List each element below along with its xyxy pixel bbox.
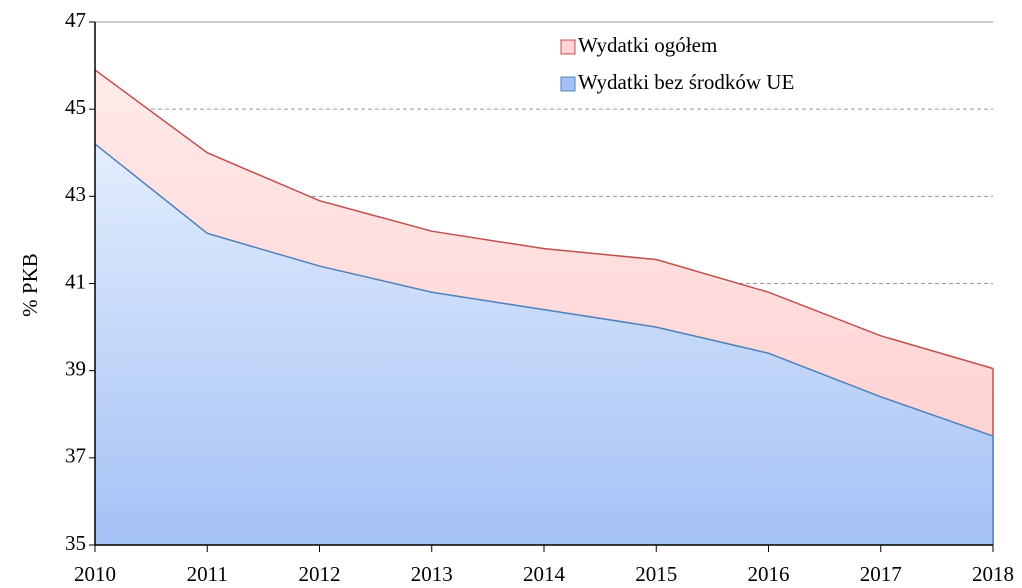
legend-label: Wydatki bez środków UE xyxy=(578,70,794,94)
y-tick-label: 43 xyxy=(65,182,86,206)
y-tick-label: 35 xyxy=(65,531,86,555)
x-tick-label: 2017 xyxy=(860,562,902,586)
y-tick-label: 39 xyxy=(65,356,86,380)
y-tick-label: 45 xyxy=(65,95,86,119)
legend-swatch xyxy=(560,76,576,92)
x-tick-label: 2012 xyxy=(299,562,341,586)
line xyxy=(94,69,994,370)
x-tick-label: 2016 xyxy=(748,562,790,586)
legend-label: Wydatki ogółem xyxy=(578,33,717,57)
x-tick-label: 2013 xyxy=(411,562,453,586)
line xyxy=(94,143,994,437)
x-tick-label: 2014 xyxy=(523,562,566,586)
y-tick-label: 41 xyxy=(65,269,86,293)
y-tick-label: 47 xyxy=(65,8,86,32)
x-tick-label: 2010 xyxy=(74,562,116,586)
legend-swatch xyxy=(560,39,576,55)
y-tick-label: 37 xyxy=(65,444,86,468)
x-tick-label: 2011 xyxy=(187,562,228,586)
area xyxy=(95,144,993,546)
x-tick-label: 2015 xyxy=(635,562,677,586)
y-axis-label: % PKB xyxy=(18,253,42,317)
x-tick-label: 2018 xyxy=(972,562,1014,586)
